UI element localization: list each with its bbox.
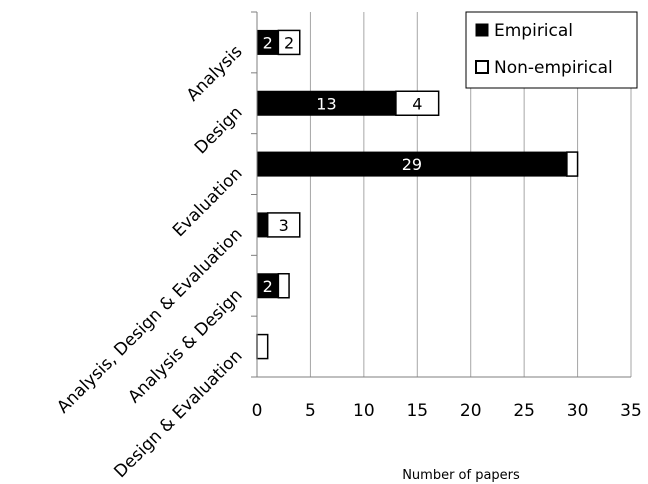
x-tick-label: 10 bbox=[353, 401, 375, 421]
x-tick-label: 25 bbox=[513, 401, 535, 421]
data-label: 13 bbox=[316, 94, 336, 113]
x-tick-label: 0 bbox=[252, 401, 263, 421]
x-tick-label: 20 bbox=[460, 401, 482, 421]
data-label: 2 bbox=[284, 33, 294, 52]
data-label: 3 bbox=[279, 216, 289, 235]
bar-empirical bbox=[256, 212, 269, 238]
category-label: Analysis & Design bbox=[124, 285, 246, 407]
x-tick-label: 35 bbox=[620, 401, 642, 421]
data-label: 2 bbox=[263, 33, 273, 52]
axes bbox=[251, 11, 631, 378]
data-label: 4 bbox=[412, 94, 422, 113]
x-tick-label: 15 bbox=[406, 401, 428, 421]
bar-non-empirical bbox=[277, 29, 301, 56]
bar-non-empirical bbox=[277, 273, 290, 299]
x-axis-title: Number of papers bbox=[402, 468, 520, 483]
legend-swatch-non-empirical bbox=[475, 60, 489, 74]
x-tick-label: 5 bbox=[305, 401, 316, 421]
category-label: Analysis bbox=[183, 42, 247, 106]
legend-swatch-empirical bbox=[475, 23, 489, 37]
legend-label-non-empirical: Non-empirical bbox=[494, 58, 613, 78]
category-label: Design bbox=[191, 103, 247, 159]
legend-label-empirical: Empirical bbox=[494, 21, 573, 41]
data-label: 29 bbox=[402, 155, 422, 174]
bar-non-empirical bbox=[256, 333, 269, 360]
x-tick-labels: 0 5 10 15 20 25 30 35 bbox=[252, 401, 642, 421]
bar-non-empirical bbox=[566, 151, 579, 177]
data-label: 2 bbox=[263, 277, 273, 296]
bar-non-empirical bbox=[266, 212, 301, 238]
x-tick-label: 30 bbox=[567, 401, 589, 421]
legend: Empirical Non-empirical bbox=[465, 11, 638, 89]
legend-box bbox=[465, 11, 638, 89]
bar-empirical bbox=[256, 151, 568, 177]
bar-non-empirical bbox=[395, 90, 440, 116]
bar-empirical bbox=[256, 90, 397, 116]
